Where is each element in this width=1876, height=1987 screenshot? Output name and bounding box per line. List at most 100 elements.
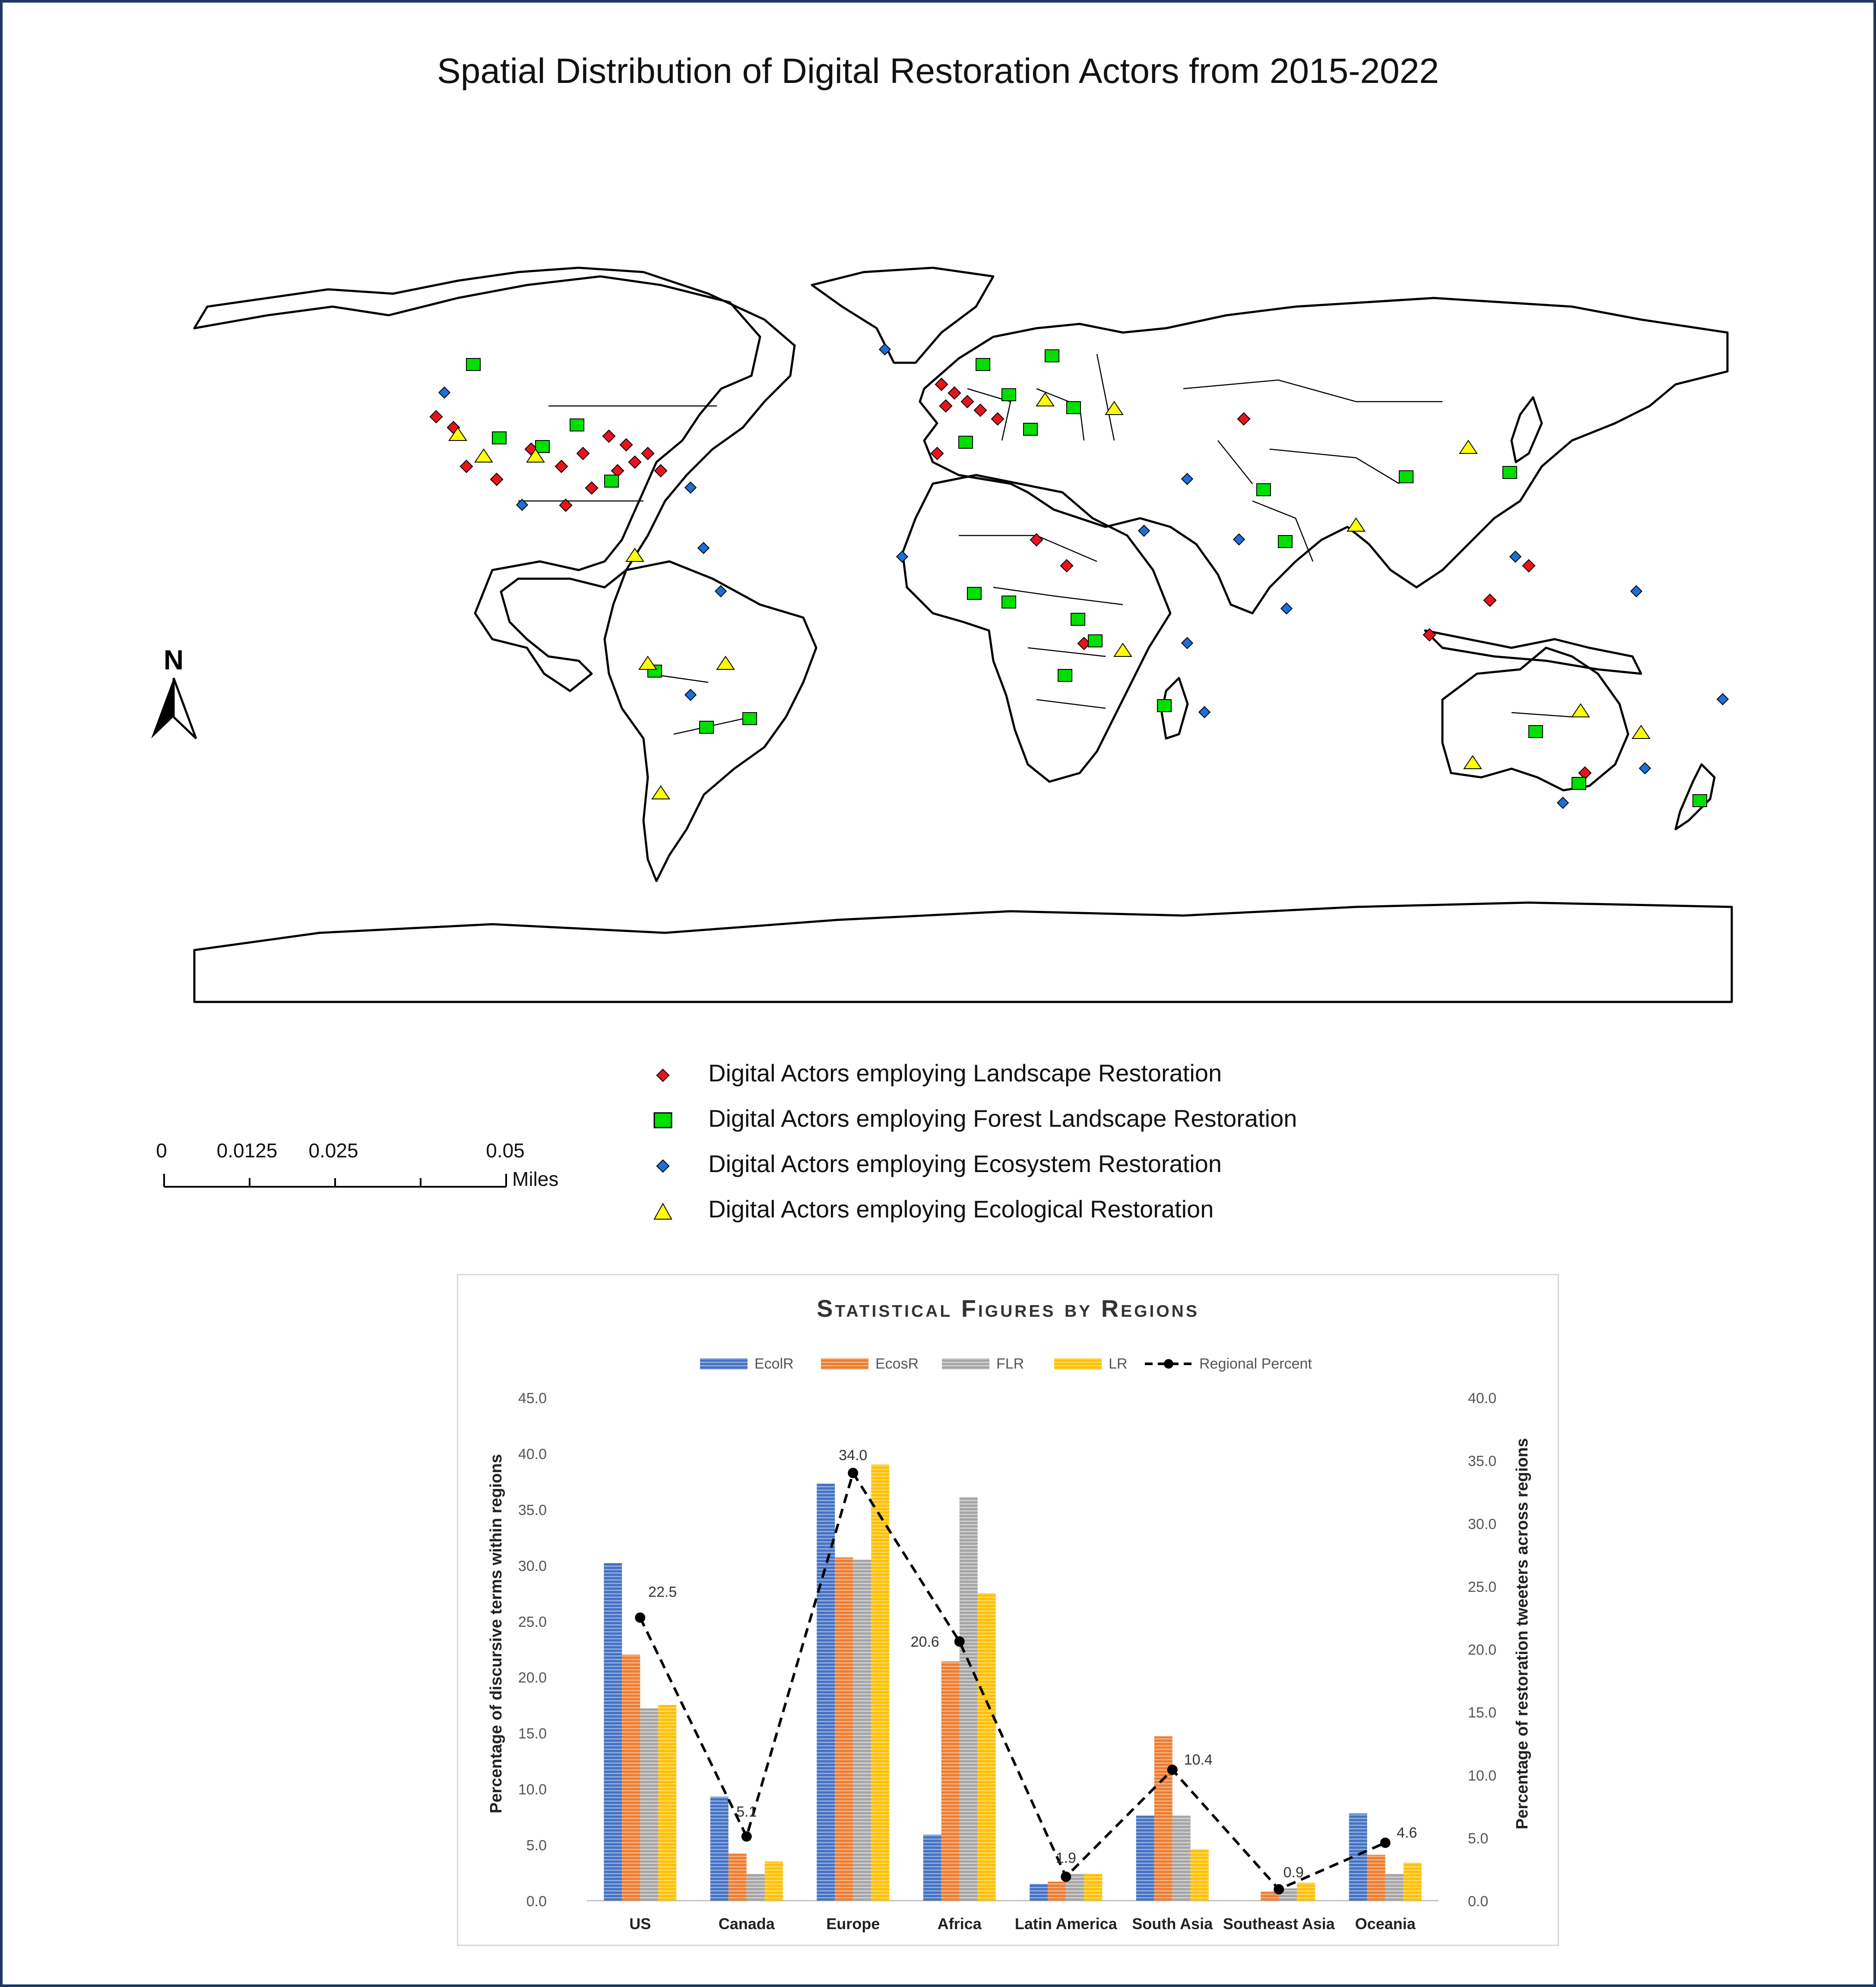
legend-row-ecosystem: Digital Actors employing Ecosystem Resto… — [643, 1144, 1421, 1188]
line-data-label: 34.0 — [839, 1447, 867, 1464]
bar — [817, 1483, 835, 1901]
green-square-icon — [653, 1112, 672, 1128]
legend-label: Digital Actors employing Ecological Rest… — [708, 1195, 1214, 1223]
chart-title: Statistical Figures by Regions — [817, 1295, 1199, 1322]
line-point — [1167, 1765, 1178, 1775]
bar — [1154, 1736, 1172, 1901]
antarctica-outline — [193, 901, 1733, 1003]
eurasia-outline — [919, 297, 1729, 615]
bar — [853, 1559, 871, 1901]
scale-tick-label: 0.025 — [308, 1139, 358, 1162]
y-tick-label: 15.0 — [518, 1726, 547, 1742]
bar — [640, 1708, 659, 1901]
indonesia-outline — [1424, 629, 1642, 675]
bar — [746, 1873, 765, 1901]
legend-entry: EcosR — [875, 1356, 919, 1372]
line-point — [635, 1612, 646, 1623]
legend-swatch — [700, 1358, 748, 1369]
line-data-label: 1.9 — [1056, 1850, 1076, 1867]
y-tick-label: 10.0 — [518, 1781, 547, 1798]
y2-tick-label: 35.0 — [1468, 1453, 1496, 1470]
bar — [1367, 1854, 1385, 1901]
x-tick-label: US — [629, 1915, 651, 1933]
line-point — [1380, 1838, 1391, 1848]
line-point — [1061, 1871, 1071, 1882]
regional-percent-line — [639, 1470, 1386, 1891]
blue-diamond-icon — [656, 1159, 670, 1173]
bar — [1385, 1873, 1404, 1901]
legend-swatch — [1054, 1358, 1102, 1369]
red-diamond-icon — [656, 1068, 670, 1082]
x-tick-label: Europe — [826, 1915, 880, 1933]
bar — [1261, 1892, 1279, 1901]
y2-tick-label: 15.0 — [1468, 1705, 1496, 1721]
world-map — [193, 266, 1733, 1003]
x-tick-label: Africa — [938, 1915, 982, 1933]
line-data-label: 4.6 — [1397, 1825, 1417, 1841]
legend-entry: FLR — [996, 1356, 1024, 1372]
africa-outline — [901, 474, 1172, 783]
legend-row-landscape: Digital Actors employing Landscape Resto… — [643, 1054, 1421, 1097]
bar — [959, 1497, 978, 1901]
y2-tick-label: 10.0 — [1468, 1768, 1496, 1784]
bar — [604, 1563, 622, 1901]
bar — [1403, 1862, 1422, 1901]
line-point — [954, 1636, 965, 1647]
south-america-outline — [603, 560, 818, 882]
legend-swatch — [942, 1358, 989, 1369]
y2-tick-label: 0.0 — [1468, 1893, 1488, 1910]
y-tick-label: 40.0 — [518, 1446, 547, 1462]
y-tick-label: 0.0 — [526, 1893, 547, 1910]
legend-label: Digital Actors employing Ecosystem Resto… — [708, 1150, 1222, 1177]
bar — [1136, 1816, 1154, 1901]
legend-row-ecological: Digital Actors employing Ecological Rest… — [643, 1190, 1421, 1233]
bar — [977, 1593, 996, 1901]
line-data-label: 10.4 — [1184, 1752, 1213, 1768]
line-data-label: 5.1 — [736, 1803, 757, 1820]
x-tick-label: Oceania — [1355, 1915, 1416, 1933]
line-data-label: 0.9 — [1283, 1864, 1304, 1881]
y2-axis-label: Percentage of restoration tweeters acros… — [1513, 1438, 1531, 1829]
chart-container: Statistical Figures by Regions EcolR Ecos… — [457, 1274, 1559, 1946]
bar — [658, 1705, 677, 1901]
bar — [728, 1854, 747, 1901]
y2-tick-label: 40.0 — [1468, 1390, 1496, 1407]
legend-row-forest-landscape: Digital Actors employing Forest Landscap… — [643, 1099, 1421, 1142]
legend-label: Digital Actors employing Landscape Resto… — [708, 1059, 1222, 1087]
line-data-label: 20.6 — [911, 1634, 939, 1650]
line-data-label: 22.5 — [648, 1584, 677, 1600]
legend-entry: Regional Percent — [1199, 1356, 1312, 1372]
bar — [1048, 1881, 1066, 1901]
y-axis-label: Percentage of discursive terms within re… — [487, 1454, 505, 1813]
scale-tick-label: 0.05 — [486, 1139, 525, 1162]
scale-unit: Miles — [512, 1168, 558, 1190]
bar — [1084, 1873, 1103, 1901]
scale-tick-label: 0 — [156, 1139, 167, 1162]
bar — [764, 1861, 783, 1901]
x-tick-label: Latin America — [1015, 1915, 1118, 1933]
bar — [923, 1835, 941, 1901]
x-tick-label: Canada — [719, 1915, 775, 1933]
north-arrow: N — [151, 644, 197, 739]
legend-entry: EcolR — [754, 1356, 794, 1372]
y-tick-label: 35.0 — [518, 1502, 547, 1518]
country-borders — [518, 354, 1572, 735]
y2-tick-label: 20.0 — [1468, 1642, 1496, 1658]
y-tick-label: 20.0 — [518, 1670, 547, 1686]
y2-tick-label: 25.0 — [1468, 1579, 1496, 1595]
scale-bar: 0 0.0125 0.025 0.05 Miles — [156, 1139, 558, 1190]
chart-legend: EcolR EcosR FLR LR Regional Percent — [700, 1356, 1312, 1372]
japan-outline — [1510, 396, 1543, 463]
madagascar-outline — [1160, 677, 1189, 740]
bar — [710, 1797, 729, 1901]
north-america-outline — [193, 266, 796, 692]
bar — [835, 1557, 853, 1901]
bar — [1030, 1884, 1048, 1901]
y-tick-label: 30.0 — [518, 1558, 547, 1574]
australia-outline — [1441, 646, 1629, 792]
x-tick-label: Southeast Asia — [1223, 1915, 1335, 1933]
map-markers — [429, 343, 1729, 809]
y2-tick-label: 5.0 — [1468, 1830, 1488, 1847]
yellow-triangle-icon — [653, 1202, 672, 1220]
